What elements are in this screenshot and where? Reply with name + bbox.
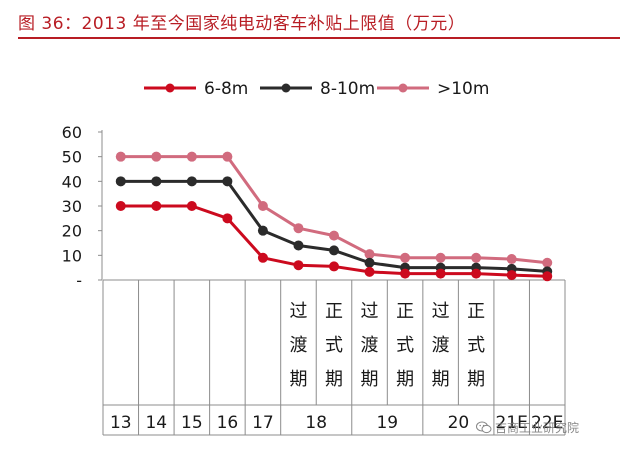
x-year-label-21E: 21E [496,413,528,433]
watermark-text: 吉商工业研究院 [495,421,580,435]
point-6-8m-9 [435,268,446,279]
y-tick-label-30: 30 [62,197,82,216]
x-year-label-15: 15 [181,413,203,433]
point-8-10m-5 [293,240,304,251]
y-tick-label-60: 60 [62,123,82,142]
point->10m-6 [329,230,339,241]
y-tick-label-40: 40 [62,172,82,191]
x-sublabel-5: 过渡期 [289,301,307,390]
point-6-8m-10 [471,268,482,279]
y-tick-label-50: 50 [62,148,82,167]
point->10m-12 [542,257,553,268]
point-6-8m-8 [400,268,411,279]
point-6-8m-1 [151,201,162,211]
x-year-label-19: 19 [376,413,398,433]
x-year-label-14: 14 [145,413,167,433]
legend-marker-8-10m [281,83,291,93]
title-rule [18,37,620,39]
point-6-8m-3 [222,213,233,224]
y-tick-label-0: - [76,271,82,290]
point-8-10m-3 [222,176,233,187]
point-8-10m-1 [151,176,162,187]
watermark: 吉商工业研究院 [476,419,579,436]
legend-marker->10m [398,83,408,93]
x-sublabel-8: 正式期 [396,301,414,390]
y-tick-label-20: 20 [62,222,82,241]
point-6-8m-11 [506,270,517,281]
point-6-8m-4 [257,252,268,263]
wechat-icon [476,421,492,434]
point->10m-8 [400,252,411,263]
point-6-8m-0 [115,201,126,211]
point->10m-5 [293,223,304,234]
point-8-10m-7 [364,257,375,268]
point-8-10m-4 [257,225,268,236]
legend-label-6-8m: 6-8m [204,79,248,99]
point->10m-10 [471,252,482,263]
point->10m-9 [435,252,446,263]
point->10m-0 [115,151,126,162]
point-6-8m-6 [329,261,339,272]
point-6-8m-12 [542,271,553,282]
point->10m-1 [151,151,162,162]
x-year-label-22E: 22E [531,413,563,433]
point->10m-2 [186,151,197,162]
legend-label-8-10m: 8-10m [320,79,375,99]
x-year-label-20: 20 [448,413,470,433]
x-sublabel-6: 正式期 [325,301,343,390]
legend-label->10m: >10m [437,79,489,99]
point->10m-4 [257,201,268,211]
point->10m-7 [364,249,375,260]
x-sublabel-10: 正式期 [467,301,485,390]
y-tick-label-10: 10 [62,246,82,265]
x-year-label-18: 18 [305,413,327,433]
point-8-10m-2 [186,176,197,187]
x-year-label-16: 16 [217,413,239,433]
point-6-8m-7 [364,266,375,277]
x-year-label-17: 17 [252,413,274,433]
point-8-10m-0 [115,176,126,187]
point->10m-11 [506,254,517,265]
x-sublabel-7: 过渡期 [361,301,379,390]
point->10m-3 [222,151,233,162]
point-6-8m-5 [293,260,304,271]
point-8-10m-6 [329,245,339,256]
legend-marker-6-8m [165,83,175,93]
figure-title: 图 36：2013 年至今国家纯电动客车补贴上限值（万元） [18,14,466,34]
point-6-8m-2 [186,201,197,211]
x-sublabel-9: 过渡期 [432,301,450,390]
x-year-label-13: 13 [110,413,132,433]
